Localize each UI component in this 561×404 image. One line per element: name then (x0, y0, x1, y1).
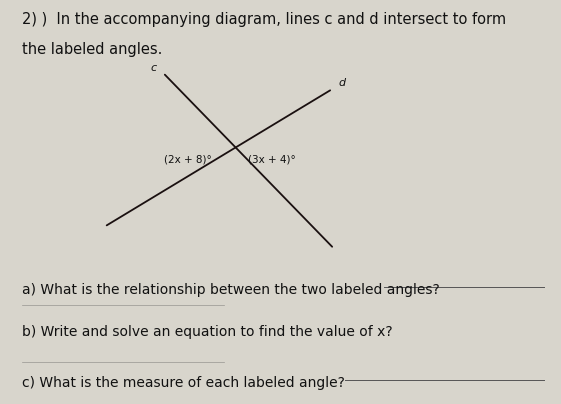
Text: b) Write and solve an equation to find the value of x?: b) Write and solve an equation to find t… (22, 325, 393, 339)
Text: the labeled angles.: the labeled angles. (22, 42, 163, 57)
Text: c: c (150, 63, 157, 73)
Text: 2) )  In the accompanying diagram, lines c and d intersect to form: 2) ) In the accompanying diagram, lines … (22, 12, 507, 27)
Text: a) What is the relationship between the two labeled angles?: a) What is the relationship between the … (22, 283, 440, 297)
Text: d: d (339, 78, 346, 88)
Text: (2x + 8)°: (2x + 8)° (164, 155, 212, 165)
Text: c) What is the measure of each labeled angle?: c) What is the measure of each labeled a… (22, 376, 346, 390)
Text: (3x + 4)°: (3x + 4)° (248, 155, 296, 165)
